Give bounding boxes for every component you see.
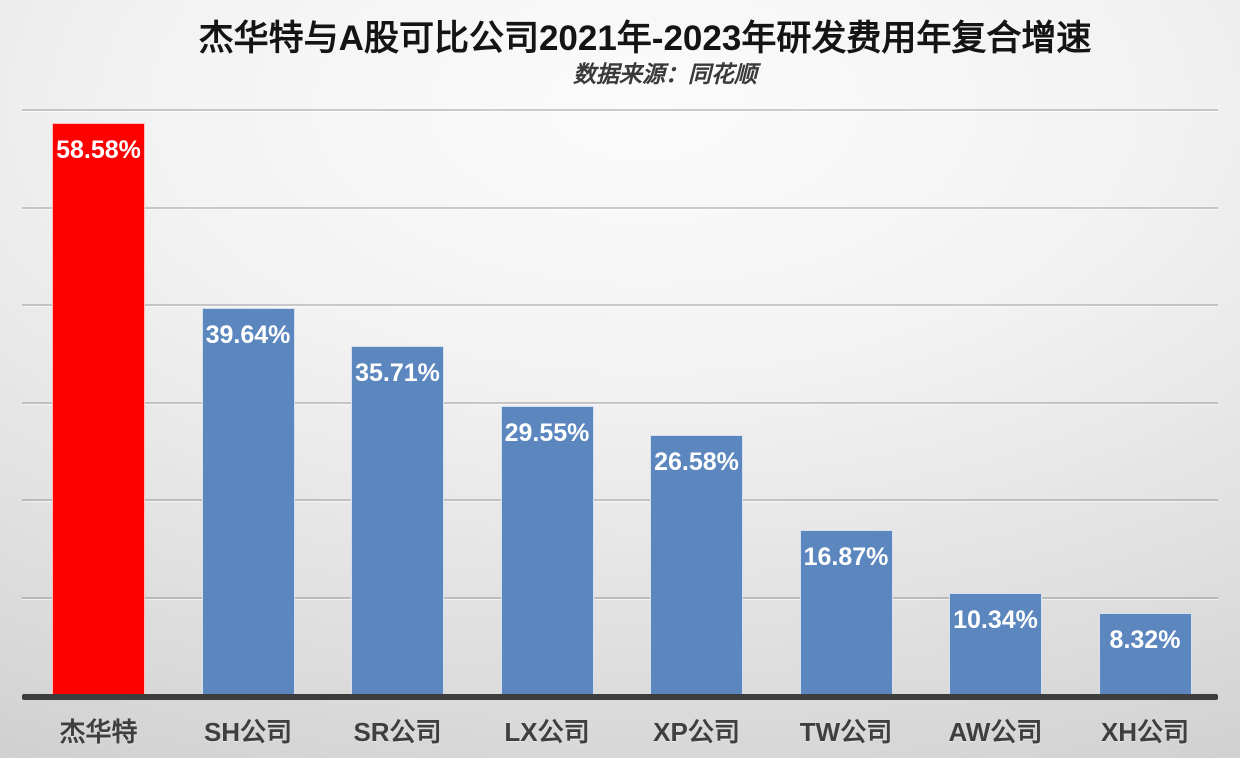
- category-label: XP公司: [653, 717, 740, 747]
- bar: 8.32%: [1098, 612, 1192, 694]
- gridline: [22, 401, 1218, 404]
- gridline: [22, 206, 1218, 209]
- bar-value-label: 58.58%: [56, 135, 141, 164]
- category-label: XH公司: [1100, 717, 1190, 747]
- bar: 35.71%: [351, 345, 444, 694]
- bar: 29.55%: [500, 405, 594, 694]
- bar: 39.64%: [201, 307, 295, 694]
- bar-value-label: 29.55%: [504, 418, 590, 447]
- category-label: SH公司: [203, 717, 293, 747]
- bar-value-label: 16.87%: [803, 542, 889, 571]
- chart-subtitle: 数据来源：同花顺: [573, 61, 757, 87]
- gridline: [22, 304, 1218, 306]
- gridline: [22, 596, 1218, 599]
- bar-value-label: 39.64%: [205, 320, 291, 349]
- x-axis-line: [22, 694, 1218, 700]
- bar-value-label: 26.58%: [654, 447, 739, 476]
- bar: 26.58%: [650, 434, 743, 694]
- bar-value-label: 10.34%: [953, 606, 1038, 635]
- category-label: LX公司: [504, 717, 590, 747]
- gridline: [22, 109, 1218, 111]
- chart-title: 杰华特与A股可比公司2021年-2023年研发费用年复合增速: [198, 19, 1092, 58]
- category-label: 杰华特: [59, 717, 138, 747]
- bar-highlighted: 58.58%: [52, 122, 145, 694]
- bar-value-label: 8.32%: [1109, 625, 1181, 654]
- bar: 10.34%: [949, 593, 1042, 694]
- category-label: AW公司: [948, 717, 1043, 747]
- bar: 16.87%: [799, 529, 893, 694]
- bar-value-label: 35.71%: [355, 358, 440, 387]
- category-label: SR公司: [353, 717, 442, 747]
- category-label: TW公司: [799, 717, 893, 747]
- gridline: [22, 499, 1218, 501]
